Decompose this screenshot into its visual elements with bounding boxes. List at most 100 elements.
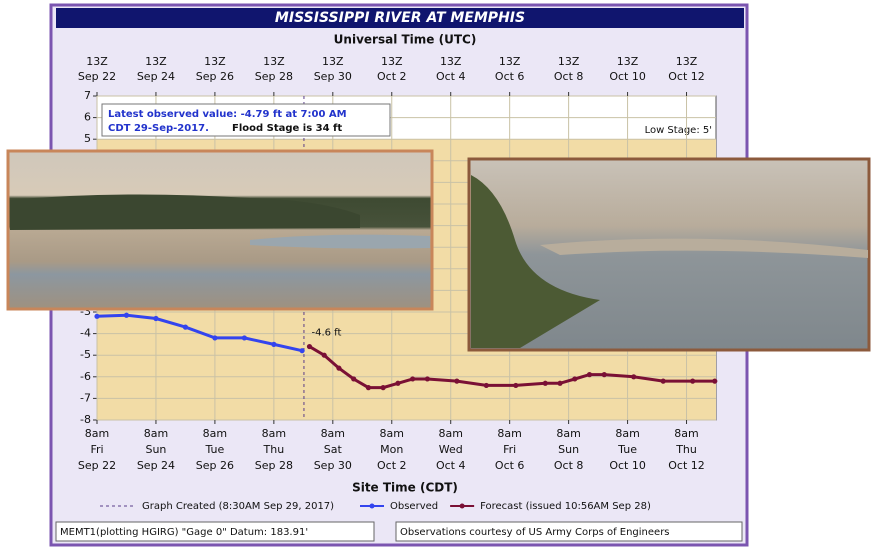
x-tick-label: 8am — [497, 427, 521, 440]
top-tick-label: Sep 30 — [314, 70, 352, 83]
x-tick-label: 8am — [321, 427, 345, 440]
series-point — [241, 335, 247, 341]
photo-water — [250, 234, 430, 249]
series-line — [96, 313, 303, 353]
footer-left: MEMT1(plotting HGIRG) "Gage 0" Datum: 18… — [60, 527, 308, 538]
series-point — [351, 376, 357, 382]
top-tick-label: 13Z — [263, 55, 285, 68]
x-tick-label: Oct 8 — [554, 459, 584, 472]
x-tick-label: Oct 12 — [668, 459, 705, 472]
series-point — [299, 348, 305, 354]
annotation: -4.6 ft — [311, 328, 341, 339]
series-point — [660, 378, 666, 384]
x-tick-label: Sun — [558, 443, 579, 456]
series-point — [153, 315, 159, 322]
x-tick-label: Tue — [205, 443, 225, 456]
series-point — [321, 352, 327, 358]
x-tick-label: Thu — [675, 443, 697, 456]
x-tick-label: 8am — [438, 427, 462, 440]
x-tick-label: 8am — [615, 427, 639, 440]
series-point — [410, 376, 416, 382]
top-tick-label: Sep 22 — [78, 70, 116, 83]
y-tick-label: 5 — [84, 132, 91, 145]
photo-trees — [10, 194, 360, 230]
series-point — [424, 376, 430, 382]
series-point — [712, 378, 718, 384]
series-point — [365, 385, 372, 391]
photo-sandbar — [540, 238, 868, 258]
top-tick-label: 13Z — [381, 55, 403, 68]
series-point — [483, 382, 489, 389]
latest-observed: Latest observed value: -4.79 ft at 7:00 … — [108, 109, 347, 120]
top-tick-label: 13Z — [322, 55, 344, 68]
footer-box — [395, 521, 743, 542]
top-tick-label: Sep 28 — [255, 70, 293, 83]
series-point — [557, 380, 563, 386]
series-point — [182, 324, 189, 330]
x-tick-label: 8am — [556, 427, 580, 440]
y-tick-label: -6 — [80, 370, 91, 383]
series-point — [454, 378, 460, 384]
x-tick-label: 8am — [380, 427, 404, 440]
top-tick-label: Oct 2 — [377, 70, 407, 83]
x-tick-label: Sep 24 — [137, 459, 175, 472]
top-tick-label: 13Z — [676, 55, 698, 68]
series-point — [336, 365, 342, 371]
series-point — [395, 380, 401, 386]
top-tick-label: 13Z — [499, 55, 521, 68]
y-tick-label: -4 — [80, 327, 91, 340]
x-tick-label: Oct 4 — [436, 459, 466, 472]
series-point — [212, 335, 218, 341]
latest-observed-date: CDT 29-Sep-2017. — [108, 123, 209, 134]
x-tick-label: Sep 30 — [314, 459, 352, 472]
x-tick-label: 8am — [85, 427, 109, 440]
x-tick-label: Oct 10 — [609, 459, 646, 472]
series-point — [542, 380, 548, 386]
x-tick-label: Oct 6 — [495, 459, 525, 472]
series-point — [271, 341, 277, 347]
top-tick-label: 13Z — [558, 55, 580, 68]
x-tick-label: Oct 2 — [377, 459, 407, 472]
chart-title: MISSISSIPPI RIVER AT MEMPHIS — [275, 10, 525, 26]
series-point — [513, 382, 519, 389]
x-tick-label: Sat — [324, 443, 343, 456]
series-point — [690, 378, 696, 384]
y-tick-label: -3 — [80, 305, 91, 318]
legend-label: Forecast (issued 10:56AM Sep 28) — [480, 501, 651, 512]
x-tick-label: Sep 22 — [78, 459, 116, 472]
low-stage-label: Low Stage: 5' — [645, 125, 712, 136]
y-tick-label: 6 — [84, 111, 91, 124]
top-tick-label: Oct 8 — [554, 70, 584, 83]
series-point — [631, 374, 637, 380]
title-bar — [56, 8, 744, 28]
x-axis-label: Site Time (CDT) — [352, 481, 458, 495]
series-point — [306, 343, 313, 350]
legend-label: Graph Created (8:30AM Sep 29, 2017) — [142, 501, 334, 512]
x-tick-label: Wed — [439, 443, 463, 456]
photo-trees — [471, 175, 600, 348]
y-tick-label: -8 — [80, 413, 91, 426]
top-tick-label: Sep 26 — [196, 70, 234, 83]
top-tick-label: 13Z — [86, 55, 108, 68]
top-tick-label: Oct 4 — [436, 70, 466, 83]
top-axis-label: Universal Time (UTC) — [334, 33, 477, 47]
footer-right: Observations courtesy of US Army Corps o… — [400, 527, 670, 538]
x-tick-label: 8am — [674, 427, 698, 440]
x-tick-label: Tue — [617, 443, 637, 456]
series-point — [94, 313, 100, 319]
photos — [6, 149, 871, 352]
x-tick-label: 8am — [144, 427, 168, 440]
x-tick-label: 8am — [262, 427, 286, 440]
x-tick-label: Sun — [145, 443, 166, 456]
x-tick-label: Sep 26 — [196, 459, 234, 472]
photo — [6, 149, 434, 311]
series-point — [123, 312, 130, 318]
footer-box — [55, 521, 375, 542]
top-tick-label: 13Z — [204, 55, 226, 68]
top-tick-label: Oct 10 — [609, 70, 646, 83]
x-tick-label: Mon — [380, 443, 403, 456]
y-tick-label: -5 — [80, 348, 91, 361]
y-tick-label: -7 — [80, 391, 91, 404]
top-tick-label: 13Z — [440, 55, 462, 68]
